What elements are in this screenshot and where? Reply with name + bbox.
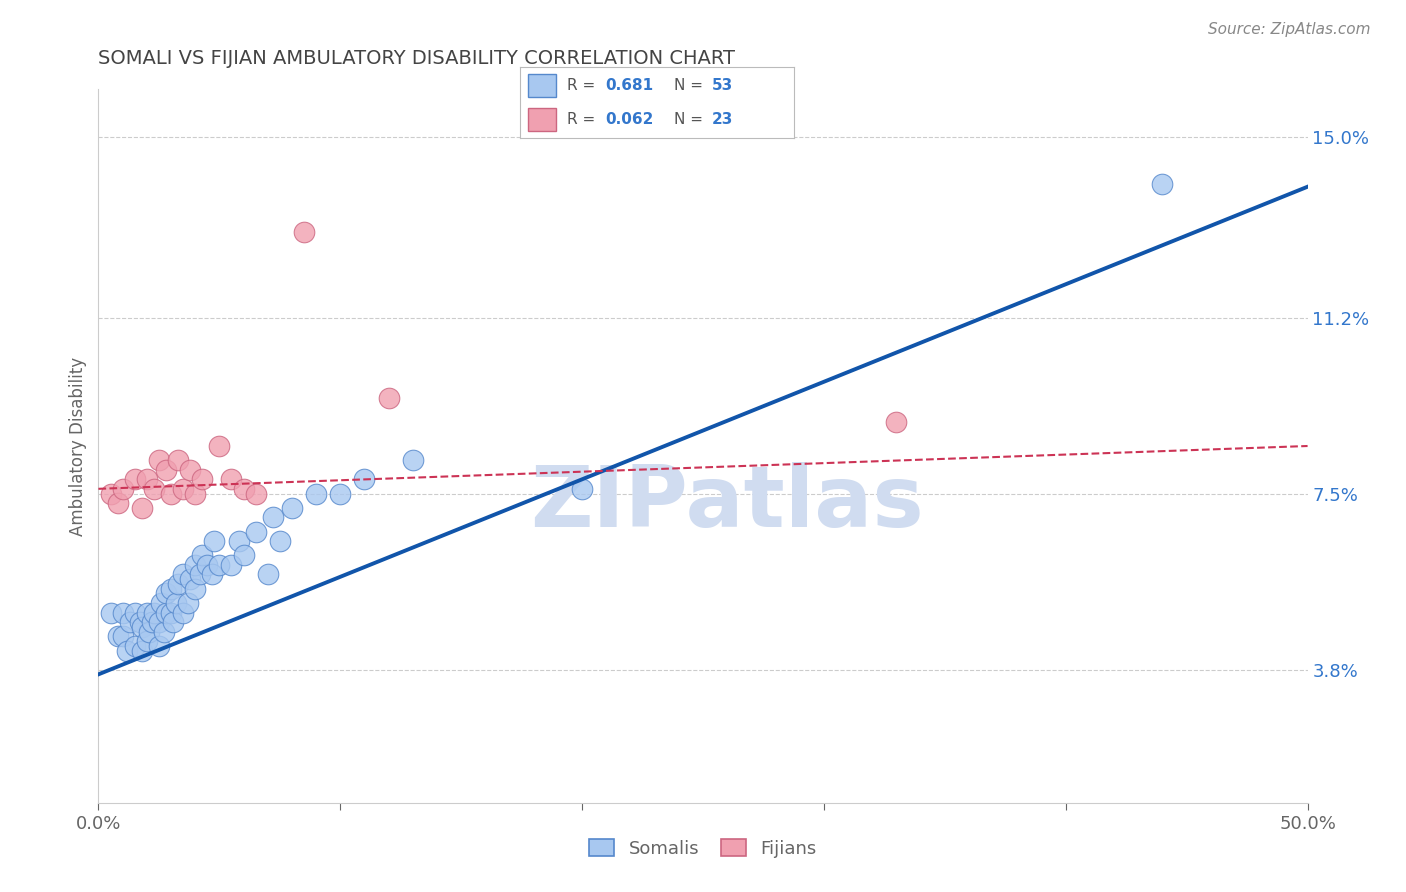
Text: 0.062: 0.062 bbox=[605, 112, 654, 128]
Point bbox=[152, 624, 174, 639]
Point bbox=[188, 567, 211, 582]
Point bbox=[179, 463, 201, 477]
Point bbox=[124, 472, 146, 486]
Legend: Somalis, Fijians: Somalis, Fijians bbox=[582, 832, 824, 865]
Point bbox=[316, 58, 339, 72]
Point bbox=[184, 582, 207, 596]
Point bbox=[128, 615, 150, 629]
Point bbox=[201, 567, 224, 582]
Point bbox=[155, 463, 177, 477]
Point bbox=[165, 596, 187, 610]
Point bbox=[262, 510, 284, 524]
Point bbox=[160, 606, 183, 620]
Point bbox=[269, 534, 291, 549]
Point bbox=[256, 567, 278, 582]
Point bbox=[118, 615, 141, 629]
Point bbox=[184, 558, 207, 572]
Point bbox=[177, 596, 200, 610]
Point bbox=[402, 453, 425, 467]
FancyBboxPatch shape bbox=[529, 74, 555, 97]
Point bbox=[155, 586, 177, 600]
Point bbox=[148, 639, 170, 653]
Point bbox=[148, 615, 170, 629]
Text: SOMALI VS FIJIAN AMBULATORY DISABILITY CORRELATION CHART: SOMALI VS FIJIAN AMBULATORY DISABILITY C… bbox=[98, 49, 735, 68]
Point bbox=[167, 577, 190, 591]
Point bbox=[204, 534, 226, 549]
Point bbox=[184, 486, 207, 500]
Point bbox=[107, 496, 129, 510]
Point bbox=[124, 606, 146, 620]
Point bbox=[232, 482, 254, 496]
Text: 0.681: 0.681 bbox=[605, 78, 654, 93]
Point bbox=[377, 392, 399, 406]
Point bbox=[245, 524, 267, 539]
Text: N =: N = bbox=[673, 78, 707, 93]
Point bbox=[886, 415, 908, 429]
FancyBboxPatch shape bbox=[529, 108, 555, 131]
Point bbox=[571, 482, 593, 496]
Point bbox=[232, 549, 254, 563]
Point bbox=[131, 620, 153, 634]
Point bbox=[179, 572, 201, 586]
Point bbox=[172, 606, 194, 620]
Point bbox=[172, 567, 194, 582]
Point bbox=[100, 486, 122, 500]
Point bbox=[228, 534, 250, 549]
Point bbox=[245, 486, 267, 500]
Point bbox=[162, 615, 184, 629]
Point bbox=[292, 225, 315, 239]
Point bbox=[167, 453, 190, 467]
Point bbox=[138, 624, 160, 639]
Point bbox=[281, 500, 304, 515]
Point bbox=[100, 606, 122, 620]
Text: ZIPatlas: ZIPatlas bbox=[530, 461, 924, 545]
Point bbox=[148, 453, 170, 467]
Text: R =: R = bbox=[567, 112, 600, 128]
Point bbox=[160, 486, 183, 500]
Point bbox=[305, 486, 328, 500]
Point bbox=[107, 629, 129, 643]
Point bbox=[1152, 178, 1174, 192]
Point bbox=[329, 486, 352, 500]
Point bbox=[195, 558, 218, 572]
Point bbox=[150, 596, 173, 610]
Point bbox=[111, 629, 134, 643]
Point bbox=[143, 606, 166, 620]
Point bbox=[124, 639, 146, 653]
Text: 53: 53 bbox=[711, 78, 734, 93]
Point bbox=[135, 634, 157, 648]
Text: R =: R = bbox=[567, 78, 600, 93]
Point bbox=[111, 606, 134, 620]
Point bbox=[172, 482, 194, 496]
Point bbox=[131, 500, 153, 515]
Point bbox=[221, 472, 243, 486]
Text: Source: ZipAtlas.com: Source: ZipAtlas.com bbox=[1208, 22, 1371, 37]
Point bbox=[155, 606, 177, 620]
Point bbox=[135, 606, 157, 620]
Point bbox=[117, 643, 139, 657]
Text: N =: N = bbox=[673, 112, 707, 128]
Point bbox=[221, 558, 243, 572]
Y-axis label: Ambulatory Disability: Ambulatory Disability bbox=[69, 357, 87, 535]
Point bbox=[131, 643, 153, 657]
Point bbox=[353, 472, 375, 486]
Point bbox=[191, 472, 214, 486]
Point bbox=[111, 482, 134, 496]
Point bbox=[208, 558, 231, 572]
Point bbox=[143, 482, 166, 496]
Text: 23: 23 bbox=[711, 112, 734, 128]
Point bbox=[141, 615, 163, 629]
Point bbox=[135, 472, 157, 486]
Point bbox=[191, 549, 214, 563]
Point bbox=[160, 582, 183, 596]
Point bbox=[208, 439, 231, 453]
